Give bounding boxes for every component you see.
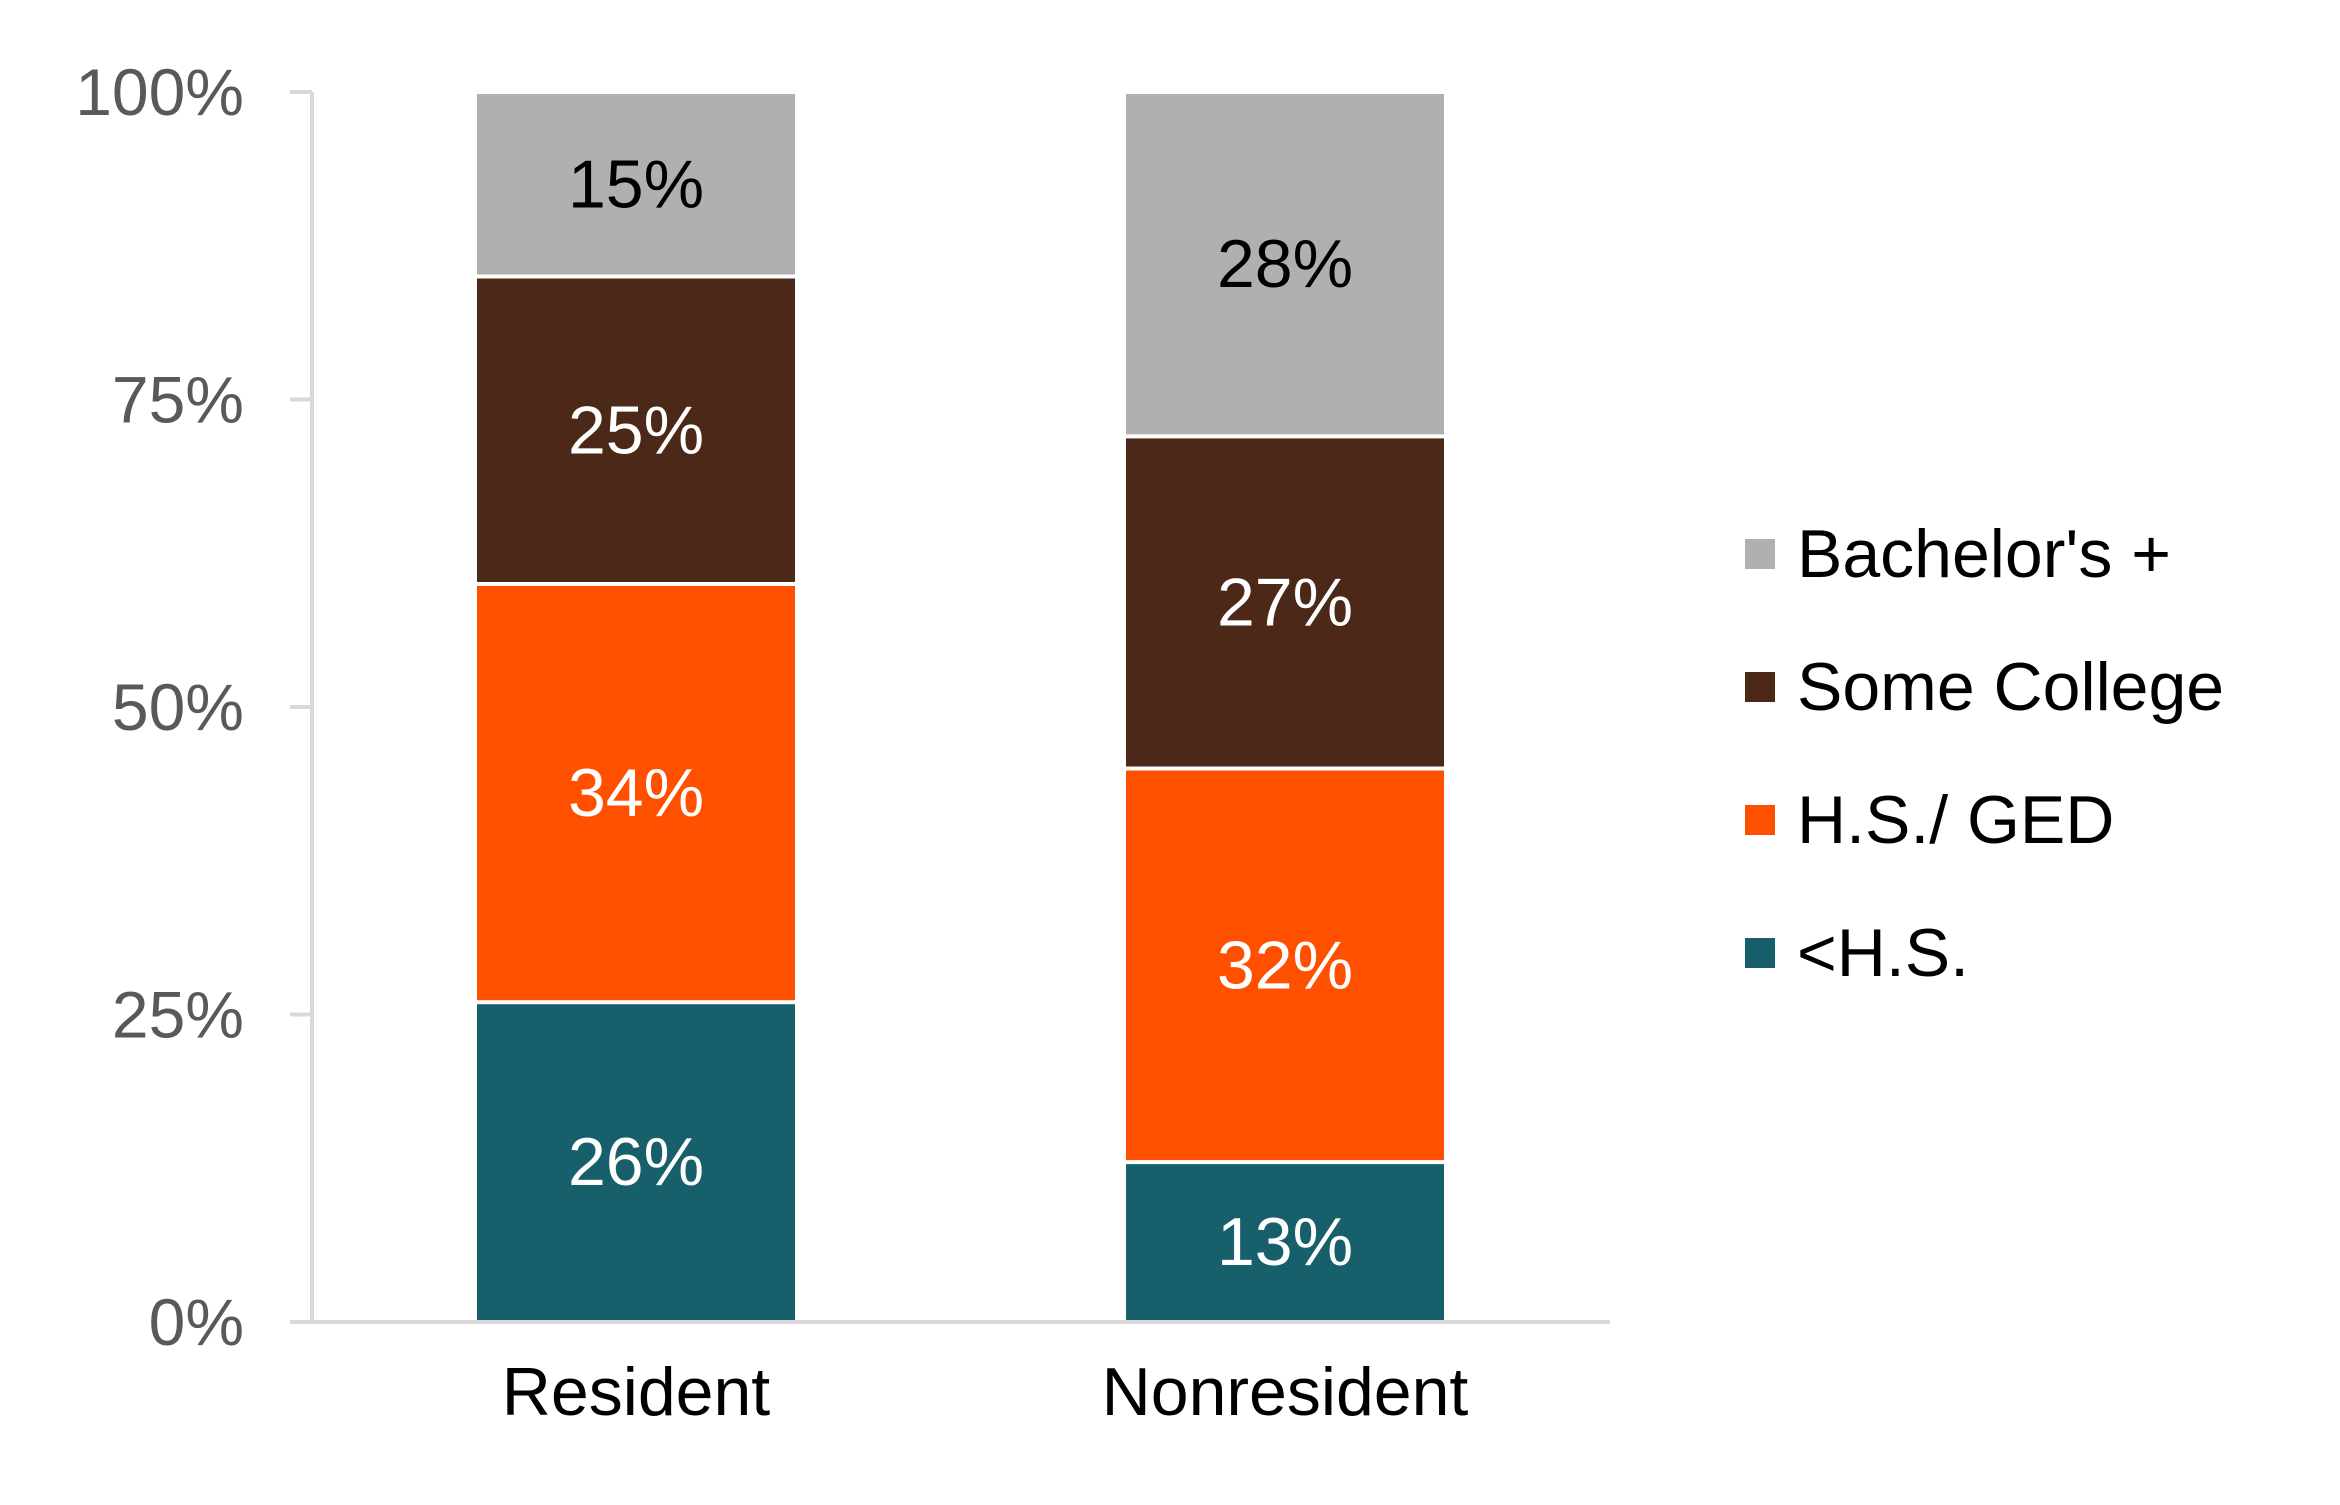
- data-label-1-0: 13%: [1217, 1204, 1353, 1280]
- bar-segment-0-2: [477, 278, 795, 582]
- bar-segment-0-1: [477, 586, 795, 1001]
- data-label-0-2: 25%: [568, 392, 704, 468]
- legend-label-1: Some College: [1797, 649, 2224, 725]
- legend-label-3: <H.S.: [1797, 915, 1969, 991]
- data-labels-layer: 26% 34% 25% 15% Resident 13% 32% 27% 28% Nonresid…: [502, 146, 1469, 1430]
- category-label-1: Nonresident: [1102, 1354, 1469, 1430]
- bar-segment-1-1: [1126, 770, 1444, 1161]
- legend-label-0: Bachelor's +: [1797, 516, 2171, 592]
- data-label-0-1: 34%: [568, 755, 704, 831]
- y-tick-label-2: 50%: [112, 670, 244, 744]
- legend-swatch-1: [1745, 672, 1775, 702]
- legend-swatch-2: [1745, 805, 1775, 835]
- legend: Bachelor's + Some College H.S./ GED <H.S.: [1745, 516, 2224, 991]
- bars-layer: [477, 94, 1444, 1320]
- y-tick-label-0: 0%: [149, 1285, 244, 1359]
- bar-segment-0-0: [477, 1004, 795, 1320]
- bar-segment-1-2: [1126, 438, 1444, 767]
- bar-segment-0-3: [477, 94, 795, 275]
- data-label-1-1: 32%: [1217, 927, 1353, 1003]
- y-tick-label-4: 100%: [75, 55, 244, 129]
- bar-segment-1-3: [1126, 94, 1444, 435]
- category-label-0: Resident: [502, 1354, 770, 1430]
- bar-segment-1-0: [1126, 1164, 1444, 1320]
- y-tick-label-3: 75%: [112, 363, 244, 437]
- data-label-1-2: 27%: [1217, 564, 1353, 640]
- data-label-1-3: 28%: [1217, 226, 1353, 302]
- axis-layer: 0% 25% 50% 75% 100%: [75, 55, 1610, 1359]
- y-tick-label-1: 25%: [112, 978, 244, 1052]
- legend-label-2: H.S./ GED: [1797, 782, 2114, 858]
- legend-swatch-3: [1745, 938, 1775, 968]
- legend-swatch-0: [1745, 539, 1775, 569]
- data-label-0-0: 26%: [568, 1124, 704, 1200]
- data-label-0-3: 15%: [568, 146, 704, 222]
